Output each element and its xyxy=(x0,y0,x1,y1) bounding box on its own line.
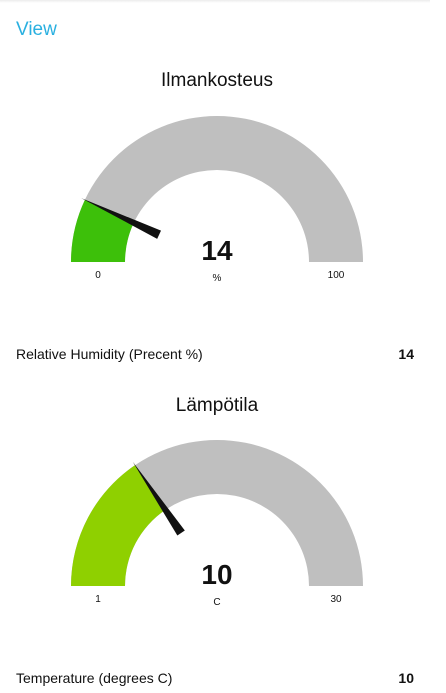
humidity-gauge-value: 14 xyxy=(201,235,233,266)
temperature-gauge-value: 10 xyxy=(201,559,232,590)
humidity-gauge-title: Ilmankosteus xyxy=(161,70,273,91)
temperature-reading-value: 10 xyxy=(398,670,414,686)
temperature-gauge-track xyxy=(71,440,363,586)
temperature-gauge-needle xyxy=(132,461,185,536)
temperature-gauge-min-label: 1 xyxy=(95,594,101,605)
humidity-gauge-fill xyxy=(71,199,134,262)
humidity-reading-label: Relative Humidity (Precent %) xyxy=(16,346,203,362)
temperature-gauge-unit: C xyxy=(213,597,220,608)
temperature-gauge: 10 C 1 30 xyxy=(71,440,363,608)
humidity-gauge: 14 % 0 100 xyxy=(71,116,363,284)
humidity-gauge-max-label: 100 xyxy=(328,270,345,281)
humidity-gauge-min-label: 0 xyxy=(95,270,101,281)
humidity-gauge-unit: % xyxy=(213,273,222,284)
temperature-gauge-title: Lämpötila xyxy=(175,395,259,416)
humidity-gauge-track xyxy=(71,116,363,262)
temperature-reading-row: Temperature (degrees C) 10 xyxy=(16,668,414,688)
humidity-reading-value: 14 xyxy=(398,346,414,362)
temperature-gauge-fill xyxy=(71,465,166,586)
temperature-gauge-max-label: 30 xyxy=(330,594,342,605)
view-link[interactable]: View xyxy=(16,19,57,40)
humidity-gauge-needle xyxy=(81,198,162,239)
humidity-reading-row: Relative Humidity (Precent %) 14 xyxy=(16,344,414,364)
top-bar-shadow xyxy=(0,0,430,3)
temperature-reading-label: Temperature (degrees C) xyxy=(16,670,173,686)
